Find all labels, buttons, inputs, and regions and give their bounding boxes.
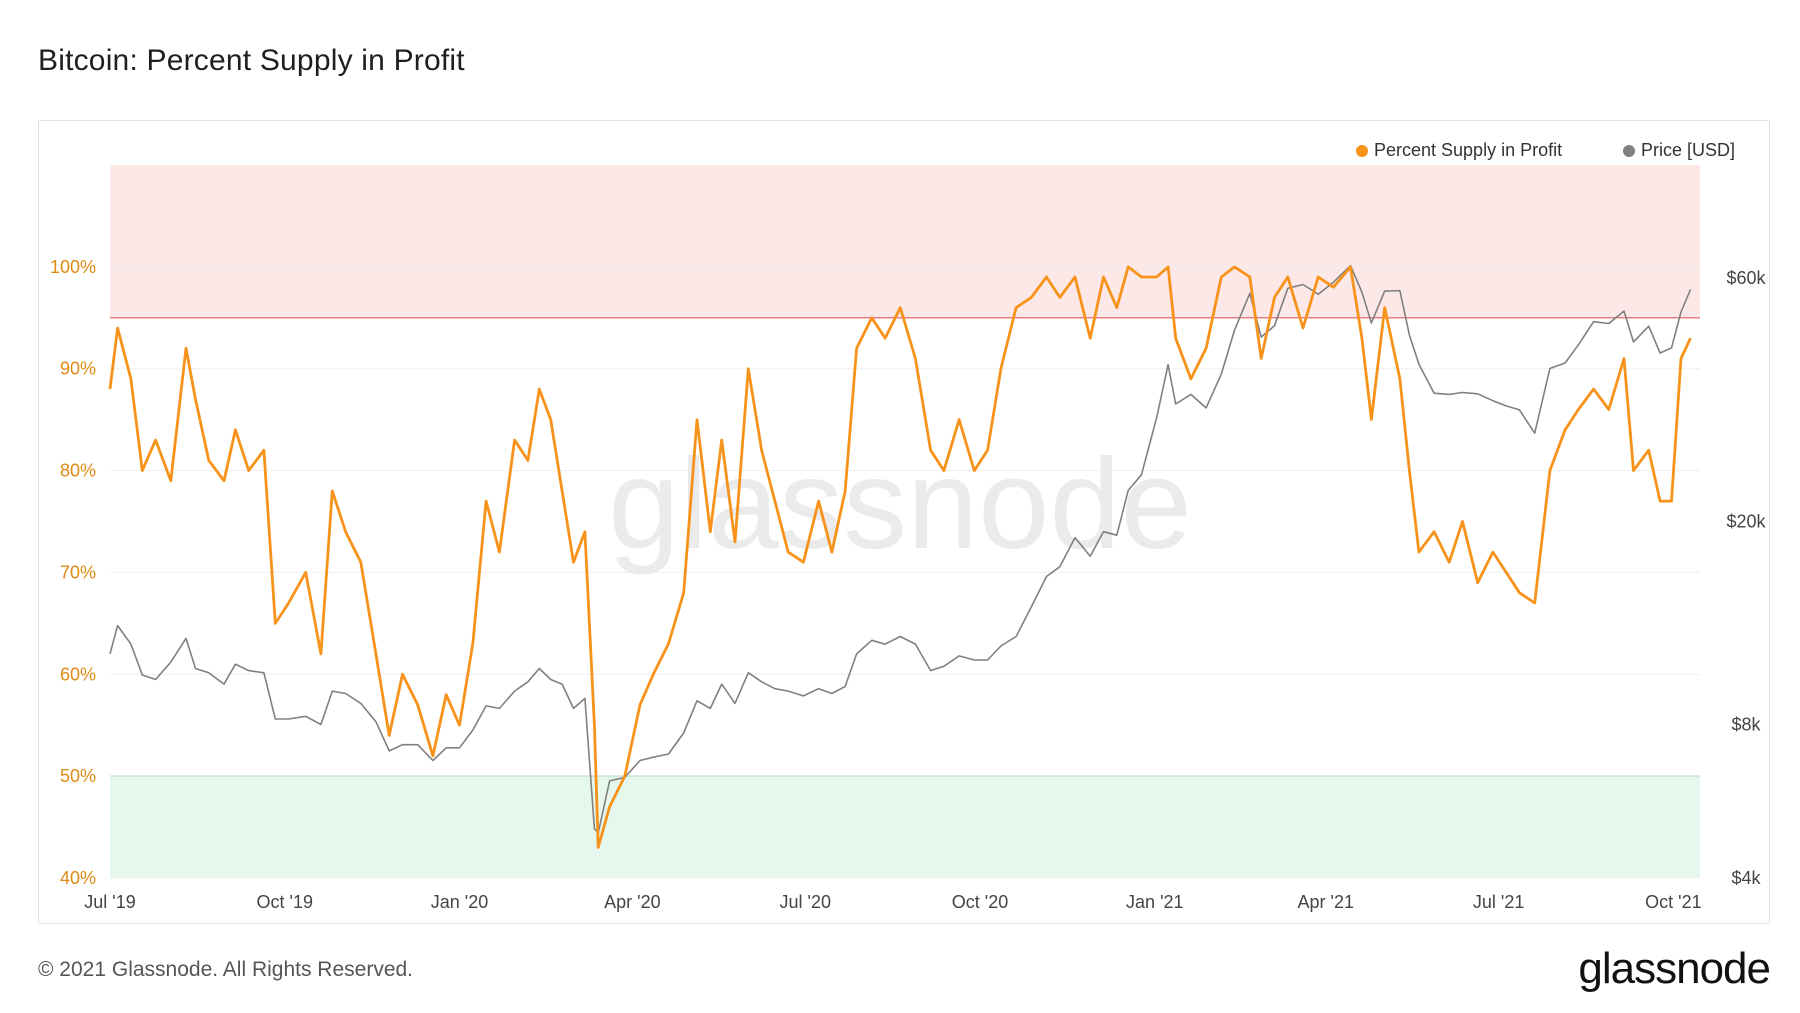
left-tick-label: 100%: [50, 257, 96, 277]
x-axis-ticks: Jul '19 Oct '19 Jan '20 Apr '20 Jul '20 Oct '…: [84, 892, 1701, 912]
right-tick-label: $8k: [1731, 714, 1761, 734]
band-upper: [110, 165, 1700, 318]
legend-dot-gray: [1623, 144, 1635, 157]
left-tick-label: 90%: [60, 359, 96, 379]
right-tick-label: $20k: [1726, 512, 1766, 532]
grid-lines: [110, 266, 1700, 879]
brand-logo: glassnode: [1578, 944, 1771, 993]
x-tick-label: Jan '20: [431, 892, 488, 912]
left-tick-label: 50%: [60, 766, 96, 786]
price-series: [109, 264, 1692, 834]
x-tick-label: Oct '20: [952, 892, 1008, 912]
left-tick-label: 70%: [60, 562, 96, 582]
right-axis-ticks: $4k $8k $20k $60k: [1726, 268, 1766, 888]
right-tick-label: $60k: [1726, 268, 1766, 288]
left-axis-ticks: 40% 50% 60% 70% 80% 90% 100%: [50, 257, 96, 888]
band-lower: [110, 776, 1700, 878]
threshold-bands: [110, 165, 1700, 878]
legend-label-profit: Percent Supply in Profit: [1374, 140, 1563, 160]
profit-line: [108, 265, 1692, 849]
price-line: [109, 264, 1692, 834]
legend-dot-orange: [1356, 144, 1368, 157]
left-tick-label: 60%: [60, 664, 96, 684]
legend-item-price[interactable]: Price [USD]: [1623, 140, 1735, 161]
watermark: glassnode: [608, 433, 1192, 576]
x-tick-label: Oct '21: [1645, 892, 1701, 912]
x-tick-label: Apr '21: [1298, 892, 1354, 912]
x-tick-label: Jan '21: [1126, 892, 1183, 912]
x-tick-label: Apr '20: [604, 892, 660, 912]
x-tick-label: Oct '19: [257, 892, 313, 912]
chart-title: Bitcoin: Percent Supply in Profit: [38, 44, 465, 77]
x-tick-label: Jul '21: [1473, 892, 1524, 912]
x-tick-label: Jul '19: [84, 892, 135, 912]
x-tick-label: Jul '20: [780, 892, 831, 912]
copyright-text: © 2021 Glassnode. All Rights Reserved.: [38, 958, 414, 981]
legend-label-price: Price [USD]: [1641, 140, 1736, 160]
left-tick-label: 40%: [60, 868, 96, 888]
legend-item-profit[interactable]: Percent Supply in Profit: [1356, 140, 1562, 161]
right-tick-label: $4k: [1731, 868, 1761, 888]
profit-series: [108, 265, 1692, 849]
left-tick-label: 80%: [60, 461, 96, 481]
